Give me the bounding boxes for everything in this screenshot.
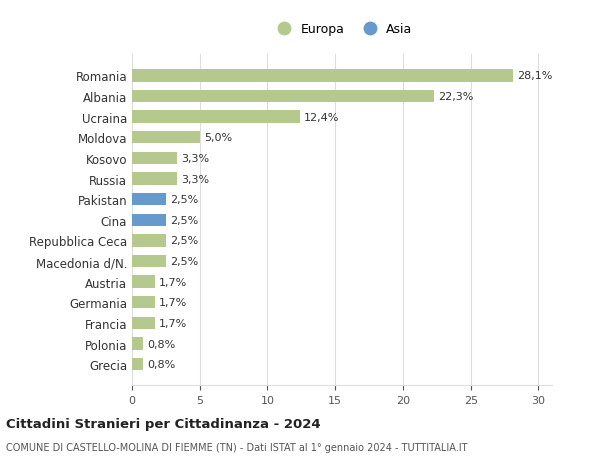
- Text: 0,8%: 0,8%: [147, 339, 175, 349]
- Bar: [132, 111, 300, 123]
- Text: 1,7%: 1,7%: [159, 277, 187, 287]
- Text: Cittadini Stranieri per Cittadinanza - 2024: Cittadini Stranieri per Cittadinanza - 2…: [6, 417, 320, 430]
- Bar: [132, 297, 155, 309]
- Text: 5,0%: 5,0%: [204, 133, 232, 143]
- Text: 3,3%: 3,3%: [181, 174, 209, 184]
- Bar: [132, 358, 143, 370]
- Bar: [132, 132, 200, 144]
- Legend: Europa, Asia: Europa, Asia: [267, 18, 417, 41]
- Text: 2,5%: 2,5%: [170, 257, 198, 267]
- Bar: [132, 173, 177, 185]
- Text: 12,4%: 12,4%: [304, 112, 340, 123]
- Text: 2,5%: 2,5%: [170, 195, 198, 205]
- Text: 1,7%: 1,7%: [159, 318, 187, 328]
- Bar: [132, 255, 166, 268]
- Text: 2,5%: 2,5%: [170, 236, 198, 246]
- Bar: [132, 276, 155, 288]
- Text: 1,7%: 1,7%: [159, 297, 187, 308]
- Text: 22,3%: 22,3%: [438, 92, 473, 102]
- Bar: [132, 338, 143, 350]
- Bar: [132, 70, 513, 83]
- Text: 2,5%: 2,5%: [170, 215, 198, 225]
- Bar: [132, 194, 166, 206]
- Bar: [132, 235, 166, 247]
- Text: 3,3%: 3,3%: [181, 154, 209, 163]
- Text: 28,1%: 28,1%: [517, 71, 552, 81]
- Bar: [132, 317, 155, 330]
- Text: 0,8%: 0,8%: [147, 359, 175, 369]
- Text: COMUNE DI CASTELLO-MOLINA DI FIEMME (TN) - Dati ISTAT al 1° gennaio 2024 - TUTTI: COMUNE DI CASTELLO-MOLINA DI FIEMME (TN)…: [6, 442, 467, 452]
- Bar: [132, 91, 434, 103]
- Bar: [132, 214, 166, 226]
- Bar: [132, 152, 177, 165]
